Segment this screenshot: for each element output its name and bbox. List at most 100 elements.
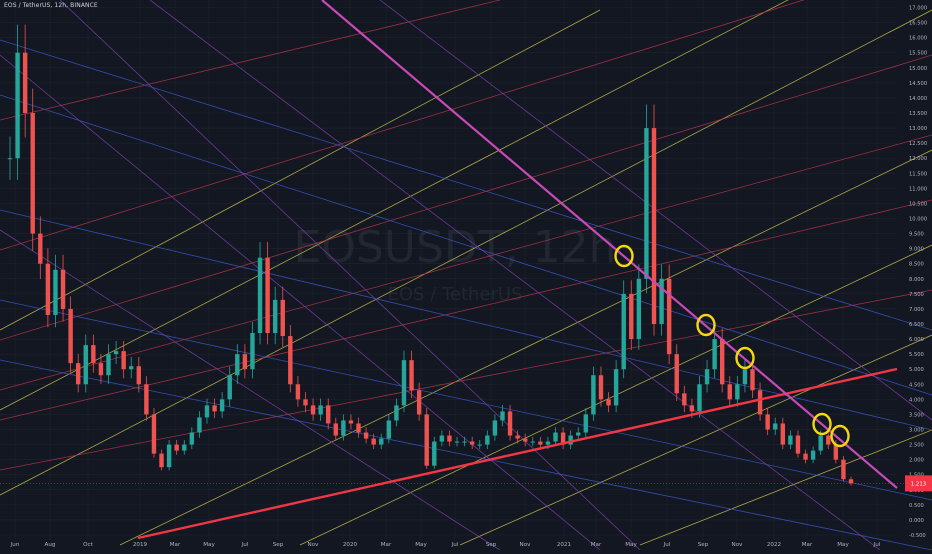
candle-body xyxy=(91,345,96,364)
candle-body xyxy=(629,293,634,340)
x-tick-label: Sep xyxy=(486,542,497,548)
y-tick-label: 14.000 xyxy=(909,96,927,102)
y-tick-label: 15.000 xyxy=(909,66,927,72)
candle-body xyxy=(598,375,604,400)
x-tick-label: Nov xyxy=(732,542,744,548)
candle-body xyxy=(454,441,460,443)
price-tag: 1.213 xyxy=(0,475,932,492)
candle-body xyxy=(318,405,323,415)
candle-body xyxy=(98,363,104,376)
candle-body xyxy=(568,435,573,445)
x-tick-label: Oct xyxy=(83,542,93,548)
x-tick-label: Mar xyxy=(170,542,181,548)
watermark-title: EOSUSDT, 12h xyxy=(293,222,616,273)
candle-body xyxy=(348,420,354,424)
purple-trendline xyxy=(59,0,641,551)
y-tick-label: 4.000 xyxy=(909,397,924,403)
y-tick-label: 16.000 xyxy=(909,36,927,42)
candle-body xyxy=(500,411,505,421)
symbol-title: EOS / TetherUS, 12h, BINANCE xyxy=(4,2,98,9)
x-tick-label: 2019 xyxy=(133,542,148,548)
candle-body xyxy=(144,384,149,415)
y-tick-label: 8.500 xyxy=(909,262,924,268)
candle-body xyxy=(121,351,126,370)
red-trendline xyxy=(0,0,501,121)
annotation-circle xyxy=(696,313,716,337)
candle-body xyxy=(333,423,338,436)
y-tick-label: 10.000 xyxy=(909,217,927,223)
red-trendline xyxy=(0,0,805,251)
candle-body xyxy=(462,441,467,443)
y-tick-label: 11.500 xyxy=(909,171,927,177)
y-tick-label: 12.000 xyxy=(909,156,927,162)
candle-body xyxy=(750,369,755,391)
candle-body xyxy=(7,158,13,160)
candle-body xyxy=(780,423,786,445)
candle-body xyxy=(651,128,657,324)
candle-body xyxy=(841,459,846,480)
candle-body xyxy=(386,420,392,439)
watermark: EOSUSDT, 12h EOS / TetherUS xyxy=(293,222,616,305)
y-tick-label: 5.000 xyxy=(909,367,924,373)
candle-body xyxy=(22,52,28,113)
x-tick-label: Nov xyxy=(520,542,532,548)
x-tick-label: Jul xyxy=(451,542,459,548)
y-tick-label: 4.500 xyxy=(909,382,924,388)
annotation-circle xyxy=(812,412,832,436)
y-tick-label: 7.000 xyxy=(909,307,924,313)
y-tick-label: 0.000 xyxy=(909,518,924,524)
candle-body xyxy=(326,405,331,424)
candle-body xyxy=(136,366,142,385)
annotation-circle xyxy=(614,244,634,268)
blue-trendline xyxy=(0,299,932,501)
x-tick-label: Mar xyxy=(591,542,602,548)
y-tick-label: 14.500 xyxy=(909,81,927,87)
annotation-circle xyxy=(735,346,755,370)
purple-trendline xyxy=(0,229,501,551)
candle-body xyxy=(424,414,429,466)
red-trendline xyxy=(0,199,932,421)
x-tick-label: Jun xyxy=(10,542,20,548)
y-tick-label: 8.000 xyxy=(909,277,924,283)
candle-body xyxy=(826,435,831,445)
candle-body xyxy=(803,453,808,460)
y-tick-label: 3.500 xyxy=(909,412,924,418)
y-tick-label: 13.000 xyxy=(909,126,927,132)
candle-body xyxy=(212,405,217,412)
support-trendline xyxy=(137,367,898,540)
y-tick-label: 5.500 xyxy=(909,352,924,358)
candle-body xyxy=(60,269,66,309)
candle-body xyxy=(356,423,361,433)
blue-trendline xyxy=(0,39,932,331)
candle-body xyxy=(83,345,88,385)
x-tick-label: Mar xyxy=(381,542,392,548)
candle-body xyxy=(788,435,793,445)
x-tick-label: May xyxy=(415,542,427,548)
axes: 17.000 16.500 16.000 15.500 15.000 14.500 14.0… xyxy=(10,6,928,549)
resistance-trendline xyxy=(321,0,898,489)
x-tick-label: Sep xyxy=(273,542,284,548)
candle-body xyxy=(469,441,475,445)
candle-body xyxy=(197,417,202,433)
candle-body xyxy=(757,390,763,415)
blue-trendline xyxy=(0,209,932,431)
x-tick-label: May xyxy=(625,542,637,548)
y-tick-label: 9.000 xyxy=(909,247,924,253)
candle-body xyxy=(53,269,58,315)
yellow-trendline xyxy=(119,149,932,546)
y-tick-label: 11.000 xyxy=(909,186,927,192)
candle-body xyxy=(38,233,43,264)
candle-body xyxy=(666,278,672,355)
candle-body xyxy=(113,351,119,355)
candle-body xyxy=(810,450,816,460)
candle-body xyxy=(477,444,482,446)
candle-body xyxy=(583,414,589,433)
candle-body xyxy=(174,444,179,451)
candle-body xyxy=(363,432,369,439)
candle-body xyxy=(303,399,308,406)
candle-body xyxy=(341,420,346,436)
